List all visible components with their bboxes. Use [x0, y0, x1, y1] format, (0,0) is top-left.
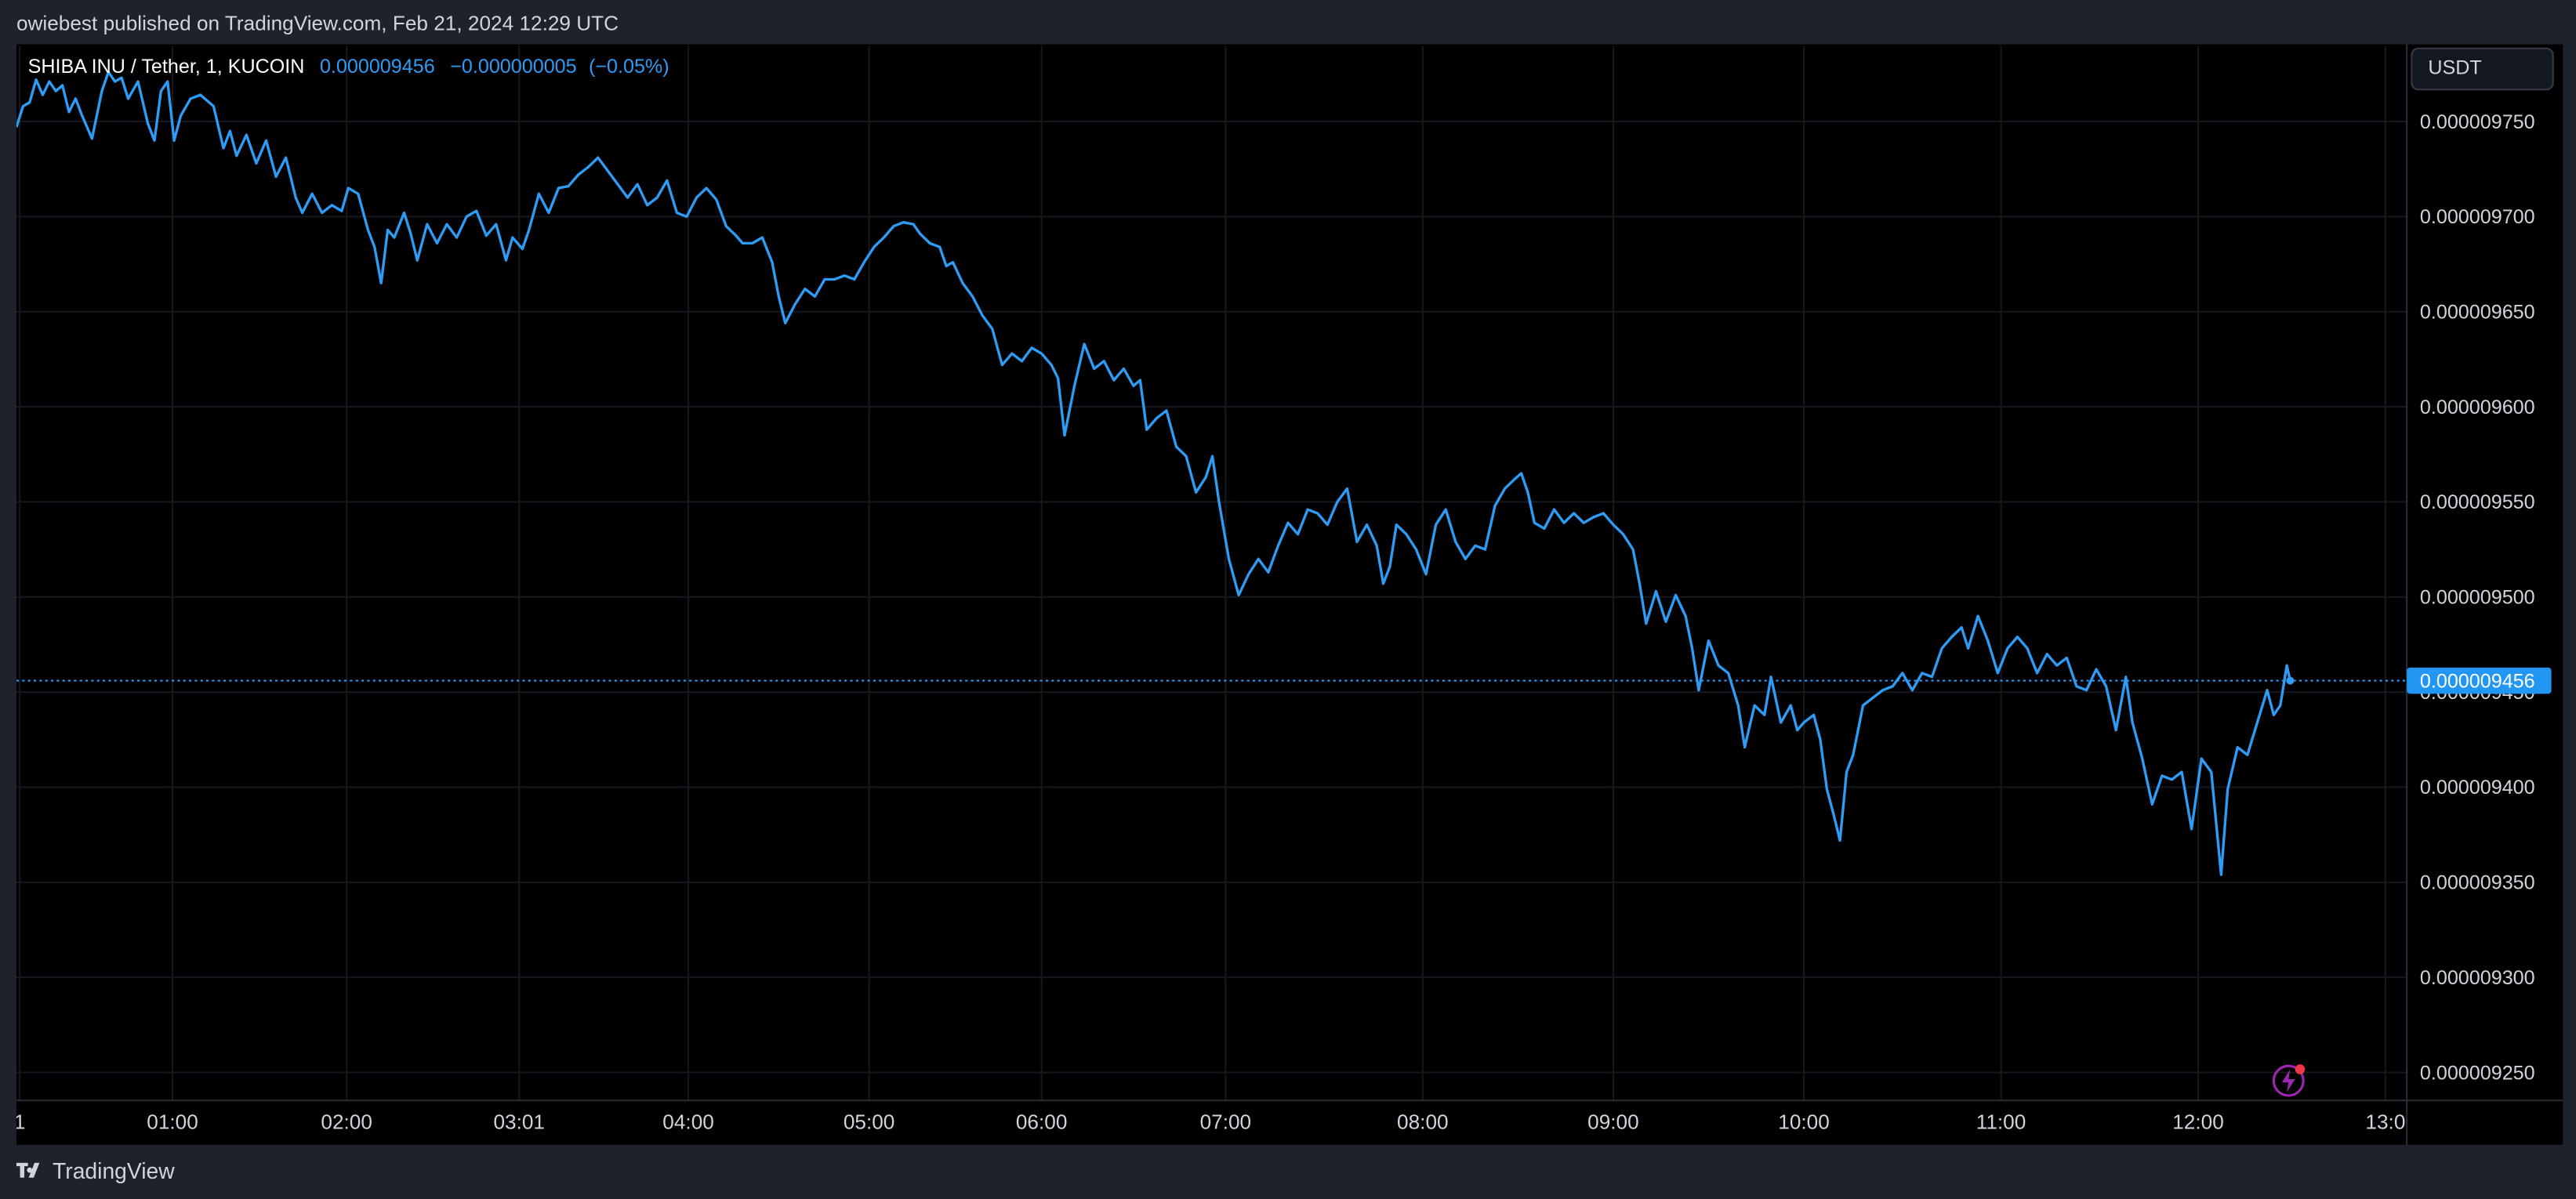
- price-change-percent: (−0.05%): [589, 56, 669, 78]
- brand-name[interactable]: TradingView: [53, 1158, 175, 1183]
- time-axis: 1 01:00 02:00 03:01 04:00 05:00 06:00 07:00 08:0…: [14, 1110, 2405, 1134]
- y-tick-label: 0.000009550: [2420, 491, 2535, 513]
- price-line: [16, 71, 2291, 876]
- y-tick-label: 0.000009600: [2420, 397, 2535, 418]
- price-axis: 0.000009250 0.000009300 0.000009350 0.00000…: [2407, 111, 2552, 1084]
- indicator-bolt[interactable]: [2281, 1069, 2295, 1092]
- x-tick-label: 05:00: [844, 1110, 895, 1134]
- price-change: −0.000000005: [450, 56, 576, 78]
- last-point: [2286, 676, 2295, 685]
- x-tick-label: 03:01: [493, 1110, 545, 1134]
- currency-label[interactable]: USDT: [2428, 57, 2481, 79]
- last-price-box: [2407, 667, 2552, 694]
- x-tick-label: 13:0: [2365, 1110, 2405, 1134]
- indicator-badge[interactable]: [2295, 1064, 2306, 1074]
- y-tick-label: 0.000009650: [2420, 301, 2535, 323]
- x-tick-label: 1: [14, 1110, 26, 1134]
- y-tick-label: 0.000009350: [2420, 872, 2535, 894]
- indicator-ring[interactable]: [2272, 1064, 2305, 1097]
- last-price-label: 0.000009456: [2420, 670, 2535, 692]
- x-tick-label: 07:00: [1200, 1110, 1252, 1134]
- brand-logo[interactable]: [16, 1162, 40, 1178]
- x-tick-label: 02:00: [321, 1110, 372, 1134]
- x-tick-label: 12:00: [2172, 1110, 2224, 1134]
- last-price: 0.000009456: [320, 56, 435, 78]
- y-tick-label: 0.000009700: [2420, 206, 2535, 228]
- symbol-legend: SHIBA INU / Tether, 1, KUCOIN 0.00000945…: [28, 56, 669, 78]
- x-tick-label: 11:00: [1976, 1110, 2026, 1134]
- x-tick-label: 10:00: [1778, 1110, 1830, 1134]
- y-tick-label: 0.000009300: [2420, 967, 2535, 989]
- grid: [16, 45, 2407, 1101]
- y-tick-label: 0.000009400: [2420, 777, 2535, 799]
- symbol-title: SHIBA INU / Tether, 1, KUCOIN: [28, 56, 305, 78]
- y-tick-label: 0.000009250: [2420, 1062, 2535, 1084]
- x-tick-label: 01:00: [147, 1110, 198, 1134]
- x-tick-label: 06:00: [1016, 1110, 1068, 1134]
- currency-button-frame[interactable]: [2411, 47, 2554, 91]
- brand[interactable]: TradingView: [16, 1158, 175, 1183]
- plot-area: [16, 71, 2407, 876]
- publish-header: owiebest published on TradingView.com, F…: [16, 11, 619, 34]
- currency-button[interactable]: USDT: [2411, 47, 2554, 91]
- y-tick-label: 0.000009500: [2420, 587, 2535, 609]
- indicator-icon[interactable]: [2272, 1064, 2306, 1097]
- chart-pane: [16, 44, 2563, 1145]
- x-tick-label: 08:00: [1397, 1110, 1449, 1134]
- y-tick-label: 0.000009750: [2420, 111, 2535, 133]
- x-tick-label: 09:00: [1587, 1110, 1639, 1134]
- x-tick-label: 04:00: [662, 1110, 714, 1134]
